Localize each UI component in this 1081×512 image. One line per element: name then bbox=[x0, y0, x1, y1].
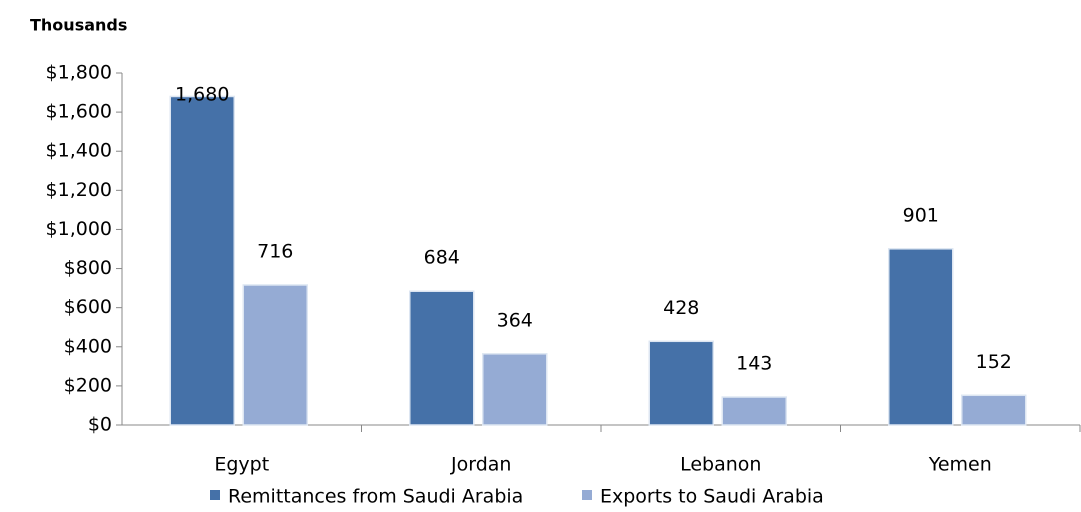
bar bbox=[409, 290, 475, 426]
data-label: 684 bbox=[424, 247, 460, 269]
y-tick-label: $600 bbox=[64, 296, 112, 318]
y-tick-label: $200 bbox=[64, 374, 112, 396]
bar bbox=[648, 340, 714, 426]
data-label: 428 bbox=[663, 297, 699, 319]
y-axis-label: Thousands bbox=[30, 16, 127, 35]
bar bbox=[242, 284, 308, 426]
x-tick-label: Jordan bbox=[450, 454, 511, 476]
legend-label: Remittances from Saudi Arabia bbox=[228, 486, 523, 508]
y-tick-label: $1,200 bbox=[46, 179, 112, 201]
y-tick-label: $1,000 bbox=[46, 218, 112, 240]
bar bbox=[961, 394, 1027, 426]
legend-label: Exports to Saudi Arabia bbox=[600, 486, 824, 508]
bar bbox=[721, 396, 787, 426]
data-label: 901 bbox=[903, 204, 939, 226]
bar bbox=[888, 248, 954, 426]
x-tick-label: Yemen bbox=[928, 454, 992, 476]
data-label: 1,680 bbox=[175, 84, 229, 106]
data-label: 152 bbox=[976, 351, 1012, 373]
y-tick-label: $800 bbox=[64, 257, 112, 279]
y-tick-label: $1,800 bbox=[46, 62, 112, 84]
bar bbox=[169, 95, 235, 426]
data-label: 143 bbox=[736, 353, 772, 375]
data-label: 716 bbox=[257, 240, 293, 262]
y-tick-label: $400 bbox=[64, 335, 112, 357]
legend-swatch bbox=[210, 490, 220, 500]
x-tick-label: Egypt bbox=[214, 454, 269, 476]
x-tick-label: Lebanon bbox=[680, 454, 761, 476]
data-label: 364 bbox=[497, 309, 533, 331]
y-tick-label: $1,600 bbox=[46, 101, 112, 123]
bar bbox=[482, 353, 548, 426]
y-tick-label: $0 bbox=[88, 414, 112, 436]
y-tick-label: $1,400 bbox=[46, 140, 112, 162]
legend-swatch bbox=[582, 490, 592, 500]
